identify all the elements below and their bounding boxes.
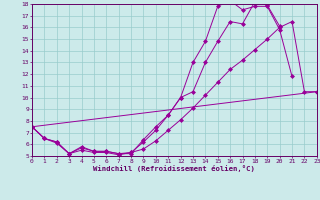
X-axis label: Windchill (Refroidissement éolien,°C): Windchill (Refroidissement éolien,°C) (93, 165, 255, 172)
